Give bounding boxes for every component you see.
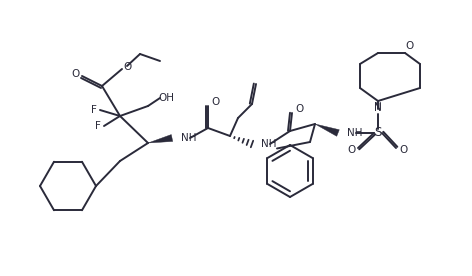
Text: O: O: [211, 97, 219, 107]
Text: O: O: [295, 104, 303, 114]
Text: F: F: [95, 121, 101, 131]
Text: O: O: [123, 62, 131, 72]
Polygon shape: [315, 124, 339, 136]
Text: NH: NH: [261, 139, 277, 149]
Text: N: N: [374, 103, 382, 113]
Text: F: F: [91, 105, 97, 115]
Text: O: O: [71, 69, 79, 79]
Text: NH: NH: [181, 133, 196, 143]
Text: S: S: [374, 126, 382, 139]
Text: O: O: [399, 145, 407, 155]
Text: O: O: [406, 41, 414, 51]
Text: N: N: [374, 102, 382, 112]
Text: OH: OH: [158, 93, 174, 103]
Text: NH: NH: [347, 128, 362, 138]
Polygon shape: [148, 135, 173, 143]
Text: O: O: [347, 145, 355, 155]
